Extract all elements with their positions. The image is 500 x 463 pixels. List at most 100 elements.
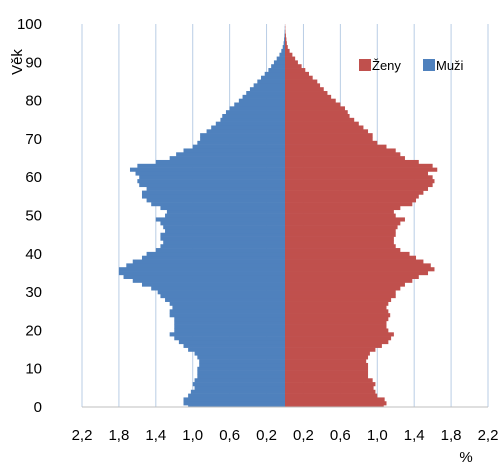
x-tick-1: 1,8: [108, 427, 129, 444]
bar-muzi-age-40: [146, 251, 285, 257]
bar-zeny-age-80: [285, 98, 336, 103]
y-tick-50: 50: [25, 208, 42, 225]
bar-zeny-age-57: [285, 186, 429, 191]
bar-zeny-age-53: [285, 202, 413, 207]
bar-muzi-age-0: [188, 405, 285, 408]
bar-muzi-age-65: [169, 156, 285, 161]
bar-zeny-age-11: [285, 362, 369, 368]
bar-zeny-age-73: [285, 125, 364, 130]
bar-zeny-age-9: [285, 370, 369, 375]
bar-muzi-age-7: [194, 378, 285, 383]
bar-muzi-age-45: [160, 232, 285, 237]
bar-muzi-age-62: [129, 167, 285, 172]
bar-muzi-age-73: [211, 125, 285, 130]
y-tick-60: 60: [25, 169, 42, 186]
bar-zeny-age-4: [285, 389, 376, 394]
bar-zeny-age-95: [285, 41, 287, 46]
bar-muzi-age-89: [271, 64, 285, 69]
bar-muzi-age-41: [155, 248, 285, 253]
bar-zeny-age-43: [285, 240, 394, 245]
bar-muzi-age-86: [261, 75, 285, 80]
bar-muzi-age-16: [183, 343, 285, 348]
bar-zeny-age-64: [285, 159, 419, 165]
bar-muzi-age-83: [249, 87, 285, 92]
bar-muzi-age-91: [276, 56, 285, 61]
bar-zeny-age-76: [285, 114, 350, 119]
bar-muzi-age-69: [197, 140, 285, 145]
bar-muzi-age-61: [135, 171, 285, 176]
bar-zeny-age-62: [285, 167, 438, 172]
bar-zeny-age-83: [285, 87, 324, 92]
bar-zeny-age-36: [285, 267, 435, 272]
bar-muzi-age-6: [192, 382, 285, 387]
bar-zeny-age-29: [285, 294, 396, 299]
bar-muzi-age-67: [183, 148, 285, 153]
bar-zeny-age-91: [285, 56, 296, 61]
bar-muzi-age-60: [139, 175, 285, 180]
y-tick-90: 90: [25, 54, 42, 71]
bar-zeny-age-3: [285, 393, 378, 398]
bar-zeny-age-75: [285, 117, 355, 122]
bar-zeny-age-84: [285, 83, 321, 88]
bar-zeny-age-7: [285, 378, 373, 383]
x-axis-ticks: 2,2 1,8 1,4 1,0 0,6 0,2 0,2 0,6 1,0 1,4 1,8 2,2: [72, 427, 499, 444]
bar-zeny-age-30: [285, 290, 396, 295]
bar-zeny-age-55: [285, 194, 419, 199]
bar-muzi-age-50: [165, 213, 285, 218]
bar-muzi-age-12: [199, 359, 285, 364]
y-tick-70: 70: [25, 131, 42, 148]
bar-zeny-age-31: [285, 286, 401, 291]
bar-zeny-age-16: [285, 343, 382, 348]
bar-muzi-age-63: [137, 163, 285, 168]
x-tick-9: 1,4: [404, 427, 425, 444]
bar-muzi-age-27: [169, 301, 285, 306]
bar-zeny-age-5: [285, 385, 374, 391]
bar-muzi-age-64: [155, 159, 285, 165]
bar-zeny-age-25: [285, 309, 389, 314]
bar-muzi-age-57: [146, 186, 285, 191]
bar-muzi-age-52: [160, 205, 285, 211]
bar-muzi-age-66: [176, 152, 285, 157]
bar-muzi-age-47: [163, 225, 285, 230]
x-tick-0: 2,2: [72, 427, 93, 444]
bar-zeny-age-13: [285, 355, 369, 360]
bar-muzi-age-77: [225, 110, 285, 115]
x-tick-10: 1,8: [441, 427, 462, 444]
bar-muzi-age-26: [172, 305, 285, 310]
bar-muzi-age-28: [165, 297, 285, 302]
bar-muzi-age-38: [132, 259, 285, 264]
bar-zeny-age-45: [285, 232, 396, 237]
bar-muzi-age-25: [169, 309, 285, 314]
bar-muzi-age-93: [281, 48, 285, 54]
bar-zeny-age-52: [285, 205, 401, 211]
bar-zeny-age-63: [285, 163, 433, 168]
bar-zeny-age-78: [285, 106, 345, 111]
bar-zeny-age-50: [285, 213, 396, 218]
bar-zeny-age-21: [285, 324, 387, 329]
bar-muzi-age-1: [183, 401, 285, 406]
bar-zeny-age-12: [285, 359, 367, 364]
y-tick-100: 100: [17, 16, 42, 33]
bar-muzi-age-75: [220, 117, 285, 122]
bar-muzi-age-37: [126, 263, 285, 268]
bar-zeny-age-27: [285, 301, 389, 306]
bar-zeny-age-38: [285, 259, 424, 264]
x-tick-4: 0,6: [219, 427, 240, 444]
bar-muzi-age-49: [155, 217, 285, 222]
bar-zeny-age-81: [285, 94, 332, 99]
bar-muzi-age-23: [174, 316, 285, 322]
bar-muzi-age-87: [264, 71, 285, 77]
x-tick-6: 0,2: [293, 427, 314, 444]
bar-muzi-age-30: [157, 290, 285, 295]
y-tick-10: 10: [25, 361, 42, 378]
bar-zeny-age-97: [285, 33, 286, 38]
bar-muzi-age-96: [284, 37, 285, 42]
bar-muzi-age-58: [139, 182, 285, 188]
bar-zeny-age-39: [285, 255, 417, 260]
bars-muzi: [118, 24, 285, 408]
bar-muzi-age-56: [141, 190, 285, 195]
bar-muzi-age-53: [151, 202, 285, 207]
y-tick-40: 40: [25, 246, 42, 263]
bar-muzi-age-44: [160, 236, 285, 241]
bar-muzi-age-54: [146, 198, 285, 203]
